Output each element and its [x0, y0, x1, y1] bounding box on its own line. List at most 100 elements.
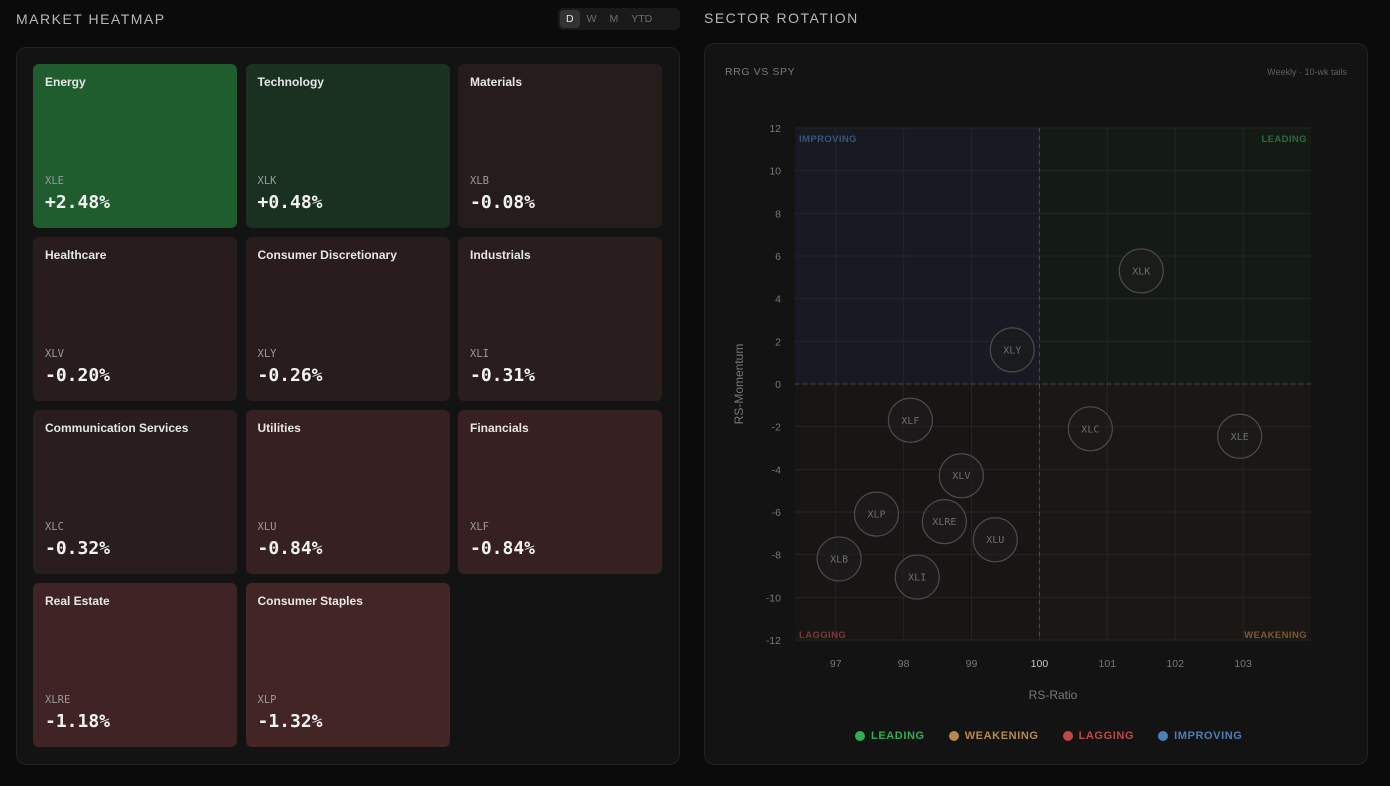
y-tick-label: -2	[772, 422, 781, 434]
point-xlp	[853, 491, 900, 537]
heatmap-panel: Energy XLE +2.48% Technology XLK +0.48% Materi…	[16, 47, 680, 765]
point-xlf	[887, 397, 934, 443]
y-tick-label: -10	[766, 592, 781, 604]
y-tick-label: 4	[775, 294, 781, 306]
point-label-xlv: XLV	[952, 471, 970, 482]
point-xly	[989, 327, 1035, 373]
tile-change: -0.32%	[45, 538, 111, 559]
rrg-legend: LEADING WEAKENING LAGGING IMPROVING	[855, 730, 1266, 742]
tile-ticker: XLY	[257, 348, 277, 360]
tile-sector-name: Healthcare	[45, 248, 107, 262]
heatmap-tile-xlp[interactable]: Consumer Staples XLP -1.32%	[245, 583, 450, 747]
period-m-button[interactable]: M	[609, 13, 619, 25]
legend-lagging-dot	[1062, 731, 1073, 741]
tile-sector-name: Energy	[45, 75, 86, 89]
y-tick-label: -12	[766, 635, 781, 647]
legend-lagging-label: LAGGING	[1078, 730, 1135, 742]
period-w-button[interactable]: W	[586, 13, 597, 25]
point-xli	[894, 554, 940, 600]
period-ytd-button[interactable]: YTD	[631, 13, 653, 25]
tile-change: +2.48%	[45, 192, 111, 213]
tile-sector-name: Consumer Discretionary	[257, 248, 397, 262]
rotation-title: SECTOR ROTATION	[704, 10, 859, 26]
tile-ticker: XLF	[470, 521, 489, 533]
point-label-xlc: XLC	[1081, 424, 1099, 435]
quadrant-label-weakening: WEAKENING	[1244, 630, 1307, 641]
x-tick-label: 103	[1234, 658, 1252, 670]
tile-ticker: XLK	[257, 175, 277, 187]
tile-change: -0.20%	[45, 365, 111, 386]
x-tick-label: 99	[966, 658, 978, 670]
rotation-panel: RRG VS SPY Weekly · 10-wk tails 12 10 8 6 4 2…	[704, 43, 1368, 765]
point-xlv	[938, 453, 984, 499]
heatmap-tile-xle[interactable]: Energy XLE +2.48%	[33, 64, 237, 228]
point-xlk	[1118, 248, 1164, 294]
y-tick-label: 0	[775, 379, 781, 391]
tile-sector-name: Real Estate	[45, 594, 110, 608]
tile-change: -1.32%	[257, 711, 323, 732]
y-tick-label: 12	[769, 123, 781, 135]
tile-ticker: XLB	[470, 175, 489, 187]
legend-improving-dot	[1158, 731, 1169, 741]
x-axis-label: RS-Ratio	[1029, 688, 1078, 702]
legend-improving: IMPROVING	[1158, 730, 1242, 742]
heatmap-tile-xlre[interactable]: Real Estate XLRE -1.18%	[33, 583, 237, 747]
quadrant-label-lagging: LAGGING	[799, 630, 846, 641]
point-label-xlp: XLP	[867, 510, 885, 521]
tile-ticker: XLRE	[45, 694, 71, 706]
tile-ticker: XLE	[45, 175, 64, 187]
y-tick-label: 10	[769, 166, 781, 178]
point-xle	[1217, 413, 1263, 459]
legend-improving-label: IMPROVING	[1174, 730, 1243, 742]
tile-change: -0.84%	[257, 538, 323, 559]
point-xlb	[816, 536, 862, 582]
heatmap-tile-xly[interactable]: Consumer Discretionary XLY -0.26%	[245, 237, 450, 401]
heatmap-tile-xli[interactable]: Industrials XLI -0.31%	[458, 237, 662, 401]
y-tick-label: -4	[772, 464, 781, 476]
period-d-button[interactable]: D	[560, 10, 580, 28]
point-xlu	[972, 517, 1018, 563]
tile-sector-name: Consumer Staples	[257, 594, 363, 608]
point-xlc	[1067, 406, 1113, 452]
heatmap-tile-xlb[interactable]: Materials XLB -0.08%	[458, 64, 662, 228]
tile-ticker: XLU	[257, 521, 277, 533]
tile-change: -1.18%	[45, 711, 111, 732]
heatmap-tile-xlk[interactable]: Technology XLK +0.48%	[245, 64, 450, 228]
legend-leading: LEADING	[855, 730, 925, 742]
rrg-chart: RRG VS SPY Weekly · 10-wk tails 12 10 8 6 4 2…	[725, 66, 1347, 702]
heatmap-tile-xlv[interactable]: Healthcare XLV -0.20%	[33, 237, 237, 401]
y-tick-label: 6	[775, 251, 781, 263]
y-tick-label: 2	[775, 336, 781, 348]
x-tick-label: 97	[830, 658, 842, 670]
heatmap-tile-xlf[interactable]: Financials XLF -0.84%	[458, 410, 662, 574]
x-tick-label: 102	[1166, 658, 1184, 670]
point-label-xlb: XLB	[830, 554, 848, 565]
heatmap-tile-xlu[interactable]: Utilities XLU -0.84%	[245, 410, 450, 574]
tile-change: -0.84%	[470, 538, 536, 559]
tile-change: -0.31%	[470, 365, 536, 386]
point-label-xli: XLI	[908, 573, 926, 584]
legend-weakening-label: WEAKENING	[964, 730, 1039, 742]
heatmap-tile-xlc[interactable]: Communication Services XLC -0.32%	[33, 410, 237, 574]
tile-ticker: XLV	[45, 348, 64, 360]
rrg-chart-title: RRG VS SPY	[725, 66, 795, 78]
tile-change: +0.48%	[257, 192, 323, 213]
point-xlre	[921, 499, 967, 545]
period-selector: D W M YTD	[558, 8, 680, 30]
point-label-xlu: XLU	[986, 535, 1004, 546]
tile-sector-name: Industrials	[470, 248, 531, 262]
legend-weakening: WEAKENING	[948, 730, 1039, 742]
point-label-xlf: XLF	[901, 416, 919, 427]
point-label-xlre: XLRE	[932, 517, 956, 528]
point-label-xle: XLE	[1231, 432, 1249, 443]
quadrant-label-leading: LEADING	[1261, 134, 1307, 145]
legend-lagging: LAGGING	[1062, 730, 1135, 742]
point-label-xlk: XLK	[1132, 266, 1150, 277]
tile-sector-name: Technology	[257, 75, 324, 89]
tile-sector-name: Materials	[470, 75, 523, 89]
quadrant-label-improving: IMPROVING	[799, 134, 857, 145]
y-tick-label: 8	[775, 208, 781, 220]
legend-weakening-dot	[948, 731, 959, 741]
tile-sector-name: Financials	[470, 421, 529, 435]
rrg-chart-subtitle: Weekly · 10-wk tails	[1267, 67, 1347, 77]
